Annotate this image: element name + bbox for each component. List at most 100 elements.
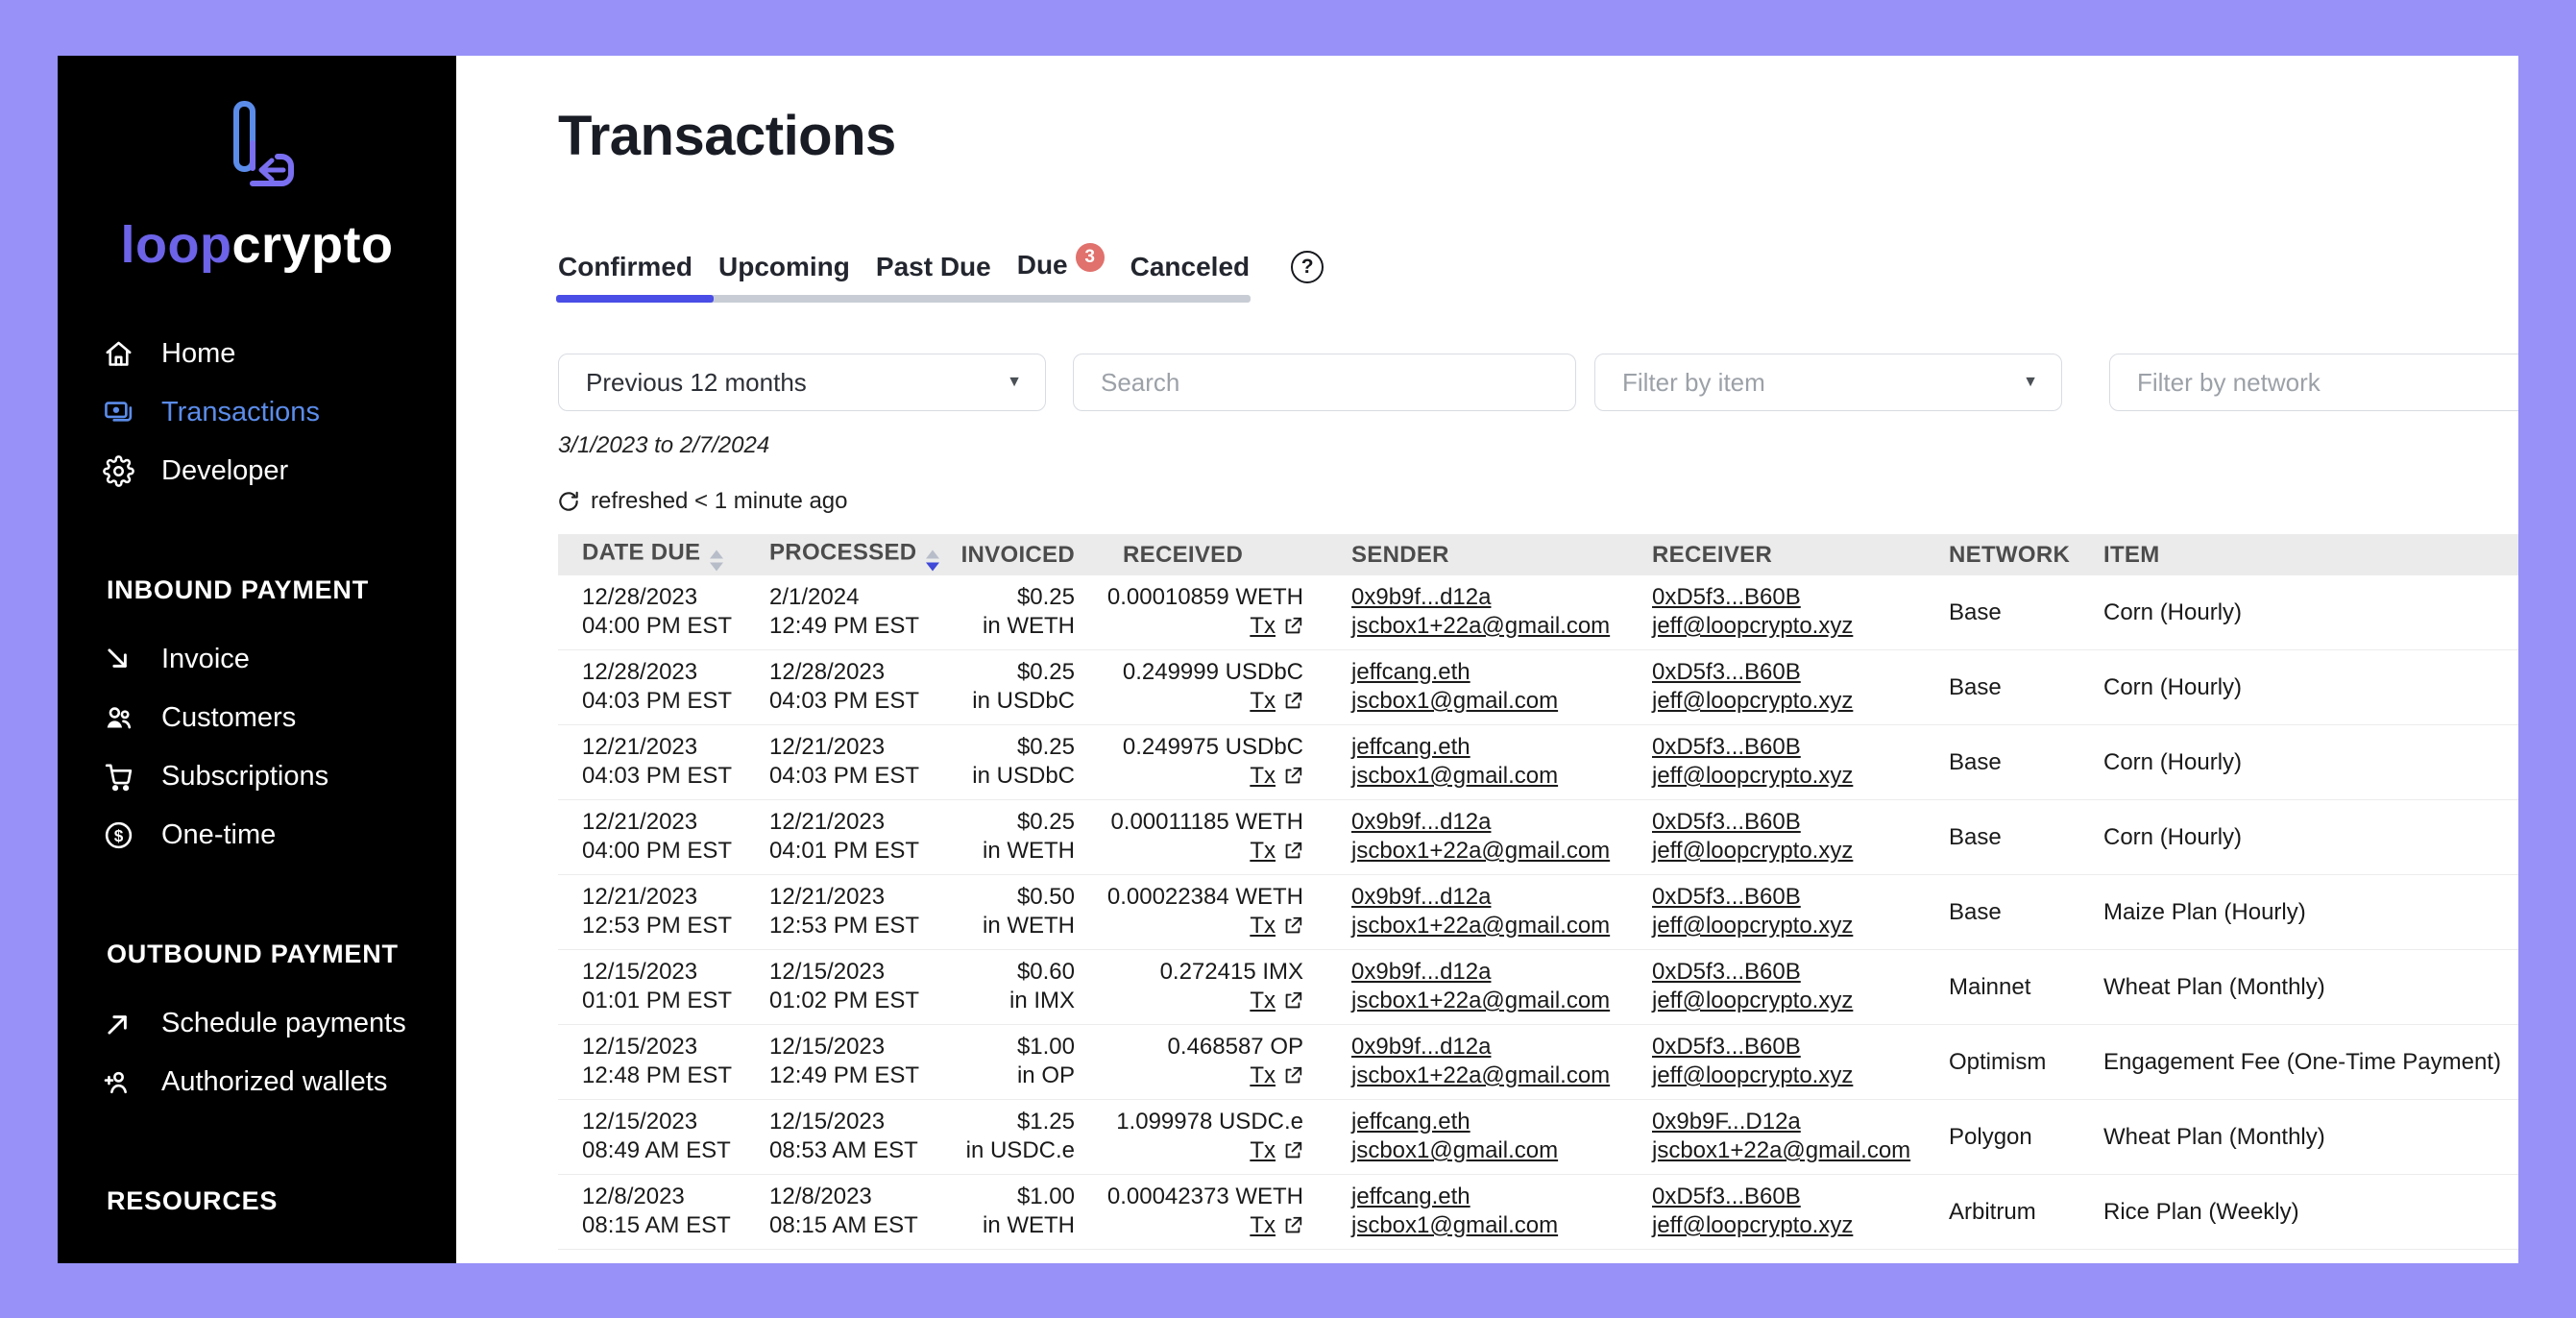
item-cell: Wheat Plan (Monthly) — [2103, 973, 2325, 1000]
received-cell: 1.099978 USDC.e Tx — [1067, 1108, 1303, 1165]
tx-link[interactable]: Tx — [1250, 763, 1276, 789]
sort-icon[interactable] — [710, 549, 724, 571]
tx-link[interactable]: Tx — [1250, 1212, 1276, 1238]
sidebar-item-authorized-wallets[interactable]: Authorized wallets — [100, 1059, 456, 1105]
receiver-address-link[interactable]: 0xD5f3...B60B — [1652, 1184, 1801, 1209]
sender-email-link[interactable]: jscbox1@gmail.com — [1351, 688, 1559, 714]
refreshed-text: refreshed < 1 minute ago — [591, 488, 848, 514]
sidebar-item-invoice[interactable]: Invoice — [100, 636, 456, 682]
sidebar-item-subscriptions[interactable]: Subscriptions — [100, 753, 456, 799]
sender-email-link[interactable]: jscbox1+22a@gmail.com — [1351, 1062, 1611, 1088]
date-range-select[interactable]: Previous 12 months ▼ — [558, 354, 1046, 411]
sender-email-link[interactable]: jscbox1@gmail.com — [1351, 1212, 1559, 1238]
tab-label: Confirmed — [558, 251, 693, 281]
tab-past-due[interactable]: Past Due — [876, 252, 991, 282]
receiver-address-link[interactable]: 0xD5f3...B60B — [1652, 584, 1801, 610]
tx-link[interactable]: Tx — [1250, 613, 1276, 639]
column-header-processed[interactable]: PROCESSED — [769, 539, 961, 571]
invoiced-cell: $1.00 in WETH — [865, 1183, 1075, 1240]
processed-cell: 12/8/2023 08:15 AM EST — [769, 1183, 961, 1240]
tx-row: Tx — [1067, 1062, 1303, 1090]
invoiced-cell: $0.50 in WETH — [865, 883, 1075, 940]
sender-email-link[interactable]: jscbox1+22a@gmail.com — [1351, 913, 1611, 939]
sender-address-link[interactable]: 0x9b9f...d12a — [1351, 1034, 1492, 1060]
filter-by-item-select[interactable]: Filter by item ▼ — [1594, 354, 2062, 411]
help-icon[interactable]: ? — [1291, 250, 1324, 283]
sender-email-link[interactable]: jscbox1@gmail.com — [1351, 763, 1559, 789]
tab-due[interactable]: Due 3 — [1017, 243, 1105, 283]
external-link-icon[interactable] — [1282, 1215, 1303, 1236]
receiver-email-link[interactable]: jeff@loopcrypto.xyz — [1652, 988, 1854, 1013]
sender-email-link[interactable]: jscbox1+22a@gmail.com — [1351, 613, 1611, 639]
sender-email-link[interactable]: jscbox1+22a@gmail.com — [1351, 988, 1611, 1013]
date-range-text: 3/1/2023 to 2/7/2024 — [558, 432, 770, 458]
page-title: Transactions — [558, 105, 896, 167]
receiver-address-link[interactable]: 0x9b9F...D12a — [1652, 1109, 1801, 1135]
sender-cell: jeffcang.eth jscbox1@gmail.com — [1351, 658, 1651, 716]
sidebar-item-developer[interactable]: Developer — [100, 448, 456, 494]
receiver-address-link[interactable]: 0xD5f3...B60B — [1652, 734, 1801, 760]
processed-cell-line: 04:03 PM EST — [769, 688, 920, 714]
search-input[interactable] — [1073, 354, 1576, 411]
due-count-badge: 3 — [1075, 243, 1105, 272]
sidebar-item-schedule-payments[interactable]: Schedule payments — [100, 1000, 456, 1046]
tx-link[interactable]: Tx — [1250, 1062, 1276, 1088]
tab-upcoming[interactable]: Upcoming — [718, 252, 850, 282]
sender-address-link[interactable]: jeffcang.eth — [1351, 1109, 1470, 1135]
external-link-icon[interactable] — [1282, 616, 1303, 637]
sender-email-link[interactable]: jscbox1+22a@gmail.com — [1351, 838, 1611, 864]
receiver-email-link[interactable]: jeff@loopcrypto.xyz — [1652, 913, 1854, 939]
sender-address-link[interactable]: 0x9b9f...d12a — [1351, 884, 1492, 910]
filter-by-network-input[interactable] — [2109, 354, 2518, 411]
receiver-email-link[interactable]: jscbox1+22a@gmail.com — [1652, 1137, 1911, 1163]
tab-confirmed[interactable]: Confirmed — [558, 252, 693, 282]
receiver-address-link[interactable]: 0xD5f3...B60B — [1652, 884, 1801, 910]
sidebar-item-customers[interactable]: Customers — [100, 695, 456, 741]
table-row: 12/21/2023 04:03 PM EST 12/21/2023 04:03 PM… — [558, 725, 2518, 800]
external-link-icon[interactable] — [1282, 691, 1303, 712]
loopcrypto-logo[interactable]: loopcrypto — [58, 99, 456, 275]
tx-link[interactable]: Tx — [1250, 838, 1276, 864]
external-link-icon[interactable] — [1282, 915, 1303, 937]
external-link-icon[interactable] — [1282, 1140, 1303, 1161]
tx-link[interactable]: Tx — [1250, 913, 1276, 939]
receiver-address-link[interactable]: 0xD5f3...B60B — [1652, 809, 1801, 835]
sender-email-link[interactable]: jscbox1@gmail.com — [1351, 1137, 1559, 1163]
sender-address-link[interactable]: jeffcang.eth — [1351, 659, 1470, 685]
sidebar-item-transactions[interactable]: Transactions — [100, 389, 456, 435]
tx-link[interactable]: Tx — [1250, 988, 1276, 1013]
sort-icon[interactable] — [926, 549, 940, 571]
receiver-email-link[interactable]: jeff@loopcrypto.xyz — [1652, 763, 1854, 789]
sender-address-link[interactable]: 0x9b9f...d12a — [1351, 809, 1492, 835]
received-cell: 0.00011185 WETH Tx — [1067, 808, 1303, 866]
receiver-email-link[interactable]: jeff@loopcrypto.xyz — [1652, 1212, 1854, 1238]
sender-address-link[interactable]: jeffcang.eth — [1351, 734, 1470, 760]
received-cell: 0.00010859 WETH Tx — [1067, 583, 1303, 641]
tx-link[interactable]: Tx — [1250, 1137, 1276, 1163]
receiver-email-link[interactable]: jeff@loopcrypto.xyz — [1652, 613, 1854, 639]
receiver-email-link[interactable]: jeff@loopcrypto.xyz — [1652, 1062, 1854, 1088]
receiver-address-link[interactable]: 0xD5f3...B60B — [1652, 659, 1801, 685]
sender-address-link[interactable]: 0x9b9f...d12a — [1351, 584, 1492, 610]
sender-address-link[interactable]: jeffcang.eth — [1351, 1184, 1470, 1209]
processed-cell: 12/15/2023 08:53 AM EST — [769, 1108, 961, 1165]
receiver-address-link[interactable]: 0xD5f3...B60B — [1652, 1034, 1801, 1060]
external-link-icon[interactable] — [1282, 841, 1303, 862]
sidebar-item-home[interactable]: Home — [100, 330, 456, 377]
sidebar-item-one-time[interactable]: $ One-time — [100, 812, 456, 858]
authorized-wallets-icon — [100, 1063, 136, 1100]
receiver-email-link[interactable]: jeff@loopcrypto.xyz — [1652, 688, 1854, 714]
sender-address-link[interactable]: 0x9b9f...d12a — [1351, 959, 1492, 985]
refresh-icon[interactable] — [556, 489, 581, 514]
receiver-email-link[interactable]: jeff@loopcrypto.xyz — [1652, 838, 1854, 864]
external-link-icon[interactable] — [1282, 766, 1303, 787]
receiver-address-link[interactable]: 0xD5f3...B60B — [1652, 959, 1801, 985]
filter-by-item-placeholder: Filter by item — [1622, 367, 1765, 397]
received-cell: 0.249975 USDbC Tx — [1067, 733, 1303, 791]
column-header-label: ITEM — [2103, 541, 2160, 568]
tab-canceled[interactable]: Canceled — [1130, 252, 1251, 282]
external-link-icon[interactable] — [1282, 990, 1303, 1012]
tx-link[interactable]: Tx — [1250, 688, 1276, 714]
external-link-icon[interactable] — [1282, 1065, 1303, 1086]
column-header-date-due[interactable]: DATE DUE — [582, 539, 769, 571]
